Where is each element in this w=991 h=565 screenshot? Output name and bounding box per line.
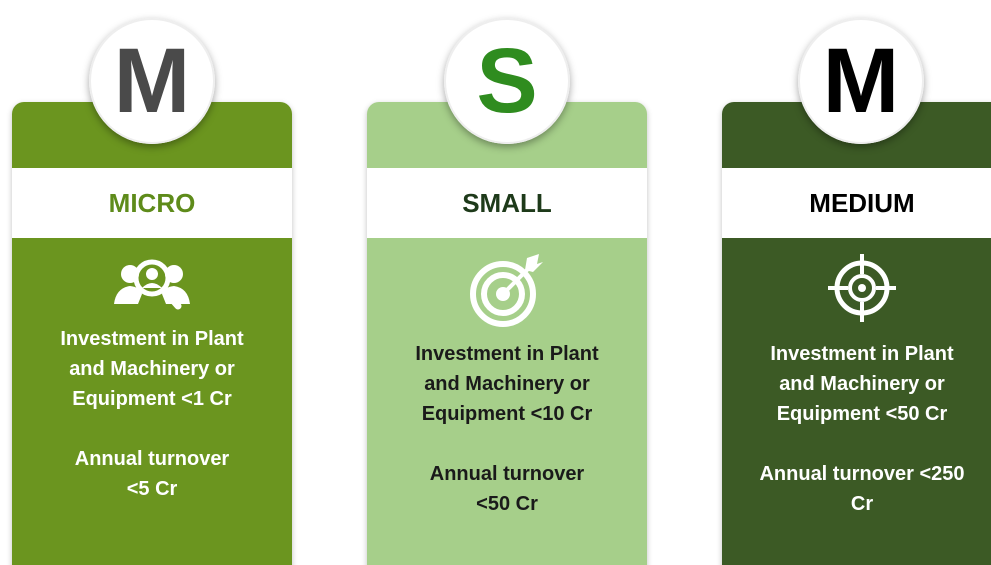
icon (367, 252, 647, 330)
letter-badge: M (798, 18, 924, 144)
description: Investment in Plant and Machinery or Equ… (722, 339, 991, 519)
text-line: Equipment <10 Cr (421, 403, 593, 425)
letter-badge: M (89, 18, 215, 144)
text-line: and Machinery or (779, 373, 945, 395)
target-icon (470, 254, 543, 327)
letter-badge: S (444, 18, 570, 144)
text-line: Investment in Plant (60, 328, 244, 350)
card-title: MEDIUM (722, 168, 991, 238)
text-line: Cr (850, 493, 874, 515)
text-line: Equipment <50 Cr (776, 403, 948, 425)
card-title: MICRO (12, 168, 292, 238)
text-line: and Machinery or (69, 358, 235, 380)
text-line: Investment in Plant (415, 343, 599, 365)
card-title: SMALL (367, 168, 647, 238)
icon (722, 252, 991, 330)
text-line: Investment in Plant (770, 343, 954, 365)
people-icon (114, 259, 190, 310)
card: MICRO Investment in Plant and Machinery … (12, 102, 292, 565)
text-line: Annual turnover (429, 463, 585, 485)
crosshair-icon (828, 254, 896, 322)
description: Investment in Plant and Machinery or Equ… (367, 339, 647, 519)
card: SMALL Investment in Plant and Machinery … (367, 102, 647, 565)
text-line: <5 Cr (126, 478, 178, 500)
description: Investment in Plant and Machinery or Equ… (12, 324, 292, 504)
text-line: Annual turnover <250 (759, 463, 965, 485)
text-line: and Machinery or (424, 373, 590, 395)
card: MEDIUM Investment in Plant and Machinery… (722, 102, 991, 565)
text-line: Annual turnover (74, 448, 230, 470)
text-line: <50 Cr (476, 493, 538, 515)
icon (12, 252, 292, 330)
text-line: Equipment <1 Cr (72, 388, 232, 410)
